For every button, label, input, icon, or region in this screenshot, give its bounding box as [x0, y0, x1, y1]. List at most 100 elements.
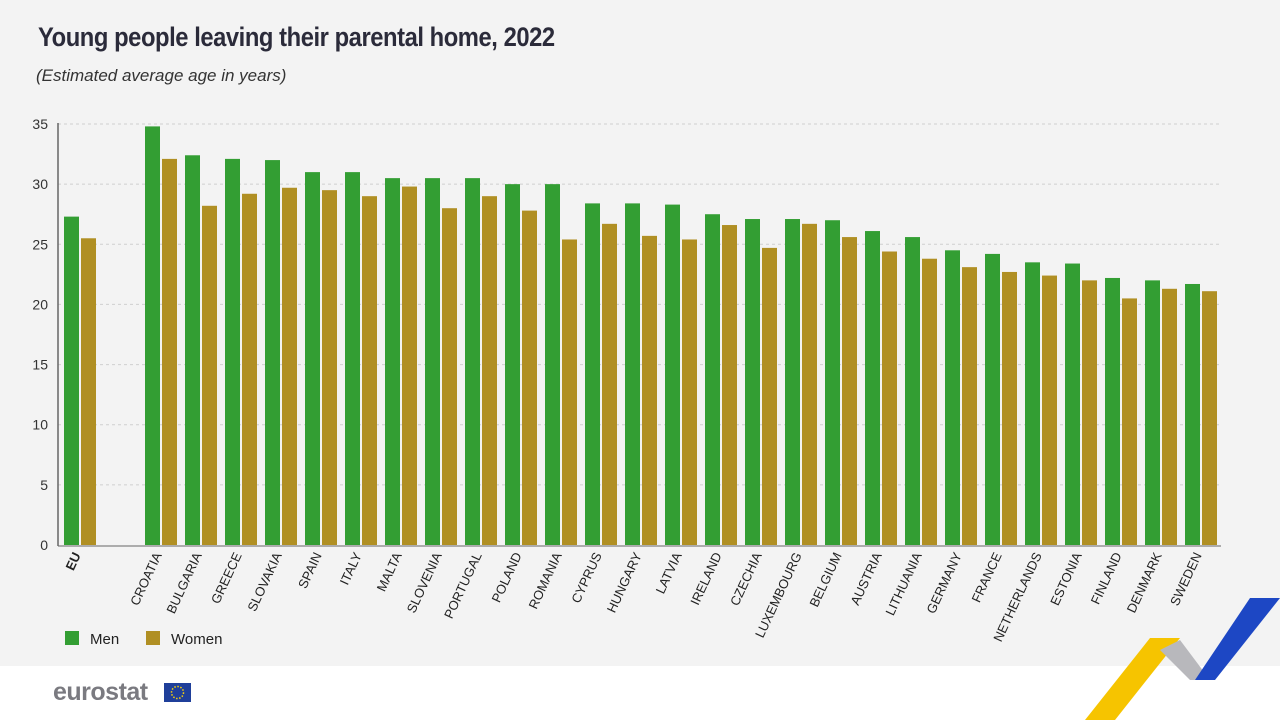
- x-tick-label: BELGIUM: [806, 550, 844, 609]
- x-tick-label: PORTUGAL: [441, 550, 485, 621]
- x-tick-label: CYPRUS: [568, 550, 605, 606]
- legend: Men Women: [65, 631, 222, 648]
- x-tick-label: MALTA: [374, 550, 405, 594]
- bar-men-germany: [945, 250, 960, 546]
- bar-men-slovakia: [265, 160, 280, 546]
- bar-women-austria: [882, 251, 897, 545]
- bar-women-france: [1002, 271, 1017, 545]
- bar-men-denmark: [1145, 280, 1160, 545]
- bar-women-poland: [522, 210, 537, 545]
- bar-men-ireland: [705, 214, 720, 545]
- bar-women-estonia: [1082, 280, 1097, 545]
- x-tick-label: SLOVENIA: [404, 550, 445, 616]
- bar-men-italy: [345, 172, 360, 545]
- y-tick-label: 25: [32, 236, 48, 252]
- bar-men-belgium: [825, 220, 840, 545]
- bar-men-bulgaria: [185, 155, 200, 545]
- x-tick-label: GERMANY: [923, 550, 965, 616]
- y-axis-ticks: 0 5 10 15 20 25 30 35: [32, 116, 48, 553]
- x-tick-label: ESTONIA: [1047, 550, 1085, 608]
- y-tick-label: 0: [40, 537, 48, 553]
- bar-women-czechia: [762, 247, 777, 545]
- bar-women-malta: [402, 186, 417, 545]
- bar-women-germany: [962, 267, 977, 545]
- bar-men-cyprus: [585, 203, 600, 546]
- bar-men-croatia: [145, 126, 160, 546]
- bar-men-eu: [64, 216, 79, 545]
- bar-men-spain: [305, 172, 320, 545]
- bar-women-cyprus: [602, 223, 617, 545]
- x-tick-label: SWEDEN: [1167, 550, 1205, 608]
- bar-men-sweden: [1185, 283, 1200, 545]
- legend-swatch-women: [146, 631, 160, 645]
- chart-title: Young people leaving their parental home…: [38, 22, 555, 52]
- bar-women-luxembourg: [802, 223, 817, 545]
- decorative-chevron-icon: [1085, 598, 1280, 720]
- x-tick-label: EU: [62, 550, 83, 573]
- chart-subtitle: (Estimated average age in years): [36, 66, 287, 85]
- bar-men-greece: [225, 158, 240, 545]
- legend-swatch-men: [65, 631, 79, 645]
- bar-men-netherlands: [1025, 262, 1040, 545]
- bar-women-denmark: [1162, 288, 1177, 545]
- y-tick-label: 35: [32, 116, 48, 132]
- x-tick-label: FINLAND: [1088, 550, 1125, 607]
- x-tick-label: FRANCE: [969, 550, 1005, 605]
- bar-women-netherlands: [1042, 275, 1057, 545]
- bar-women-slovakia: [282, 187, 297, 545]
- bar-men-luxembourg: [785, 219, 800, 546]
- bar-women-eu: [81, 238, 96, 545]
- y-tick-label: 10: [32, 417, 48, 433]
- bar-men-romania: [545, 184, 560, 545]
- x-tick-label: DENMARK: [1124, 550, 1165, 616]
- legend-label-women: Women: [171, 631, 222, 648]
- eu-flag-icon: [164, 683, 191, 702]
- bar-women-romania: [562, 239, 577, 545]
- bar-women-belgium: [842, 237, 857, 545]
- bar-women-croatia: [162, 158, 177, 545]
- bar-men-slovenia: [425, 178, 440, 545]
- bar-women-bulgaria: [202, 205, 217, 545]
- x-tick-label: CROATIA: [127, 550, 165, 608]
- x-tick-label: ITALY: [337, 550, 365, 588]
- eurostat-logo: eurostat: [53, 678, 148, 706]
- bar-women-hungary: [642, 235, 657, 545]
- footer: [0, 666, 1280, 720]
- x-tick-label: LITHUANIA: [882, 550, 924, 618]
- bar-women-ireland: [722, 225, 737, 546]
- bar-men-malta: [385, 178, 400, 545]
- x-tick-label: SPAIN: [295, 550, 325, 591]
- bar-women-greece: [242, 193, 257, 545]
- bar-men-austria: [865, 231, 880, 545]
- x-tick-label: LATVIA: [653, 550, 685, 596]
- y-tick-label: 5: [40, 477, 48, 493]
- y-tick-label: 30: [32, 176, 48, 192]
- x-tick-label: SLOVAKIA: [244, 550, 285, 614]
- bar-women-finland: [1122, 298, 1137, 545]
- bar-men-poland: [505, 184, 520, 545]
- bar-women-portugal: [482, 196, 497, 545]
- bar-women-latvia: [682, 239, 697, 545]
- bar-men-estonia: [1065, 263, 1080, 545]
- bar-men-lithuania: [905, 237, 920, 545]
- bar-women-lithuania: [922, 258, 937, 545]
- x-tick-label: BULGARIA: [163, 550, 205, 616]
- x-tick-label: AUSTRIA: [847, 550, 885, 608]
- x-tick-label: HUNGARY: [604, 550, 645, 615]
- bar-women-sweden: [1202, 291, 1217, 545]
- x-tick-label: CZECHIA: [727, 550, 765, 608]
- legend-label-men: Men: [90, 631, 119, 648]
- bar-women-spain: [322, 190, 337, 545]
- bar-men-hungary: [625, 203, 640, 546]
- x-tick-label: ROMANIA: [525, 550, 564, 612]
- x-tick-label: POLAND: [489, 550, 525, 605]
- bar-men-czechia: [745, 219, 760, 546]
- bars: [64, 126, 1217, 546]
- bar-men-portugal: [465, 178, 480, 545]
- bar-men-latvia: [665, 204, 680, 545]
- bar-men-finland: [1105, 277, 1120, 545]
- bar-women-slovenia: [442, 208, 457, 545]
- bar-men-france: [985, 253, 1000, 545]
